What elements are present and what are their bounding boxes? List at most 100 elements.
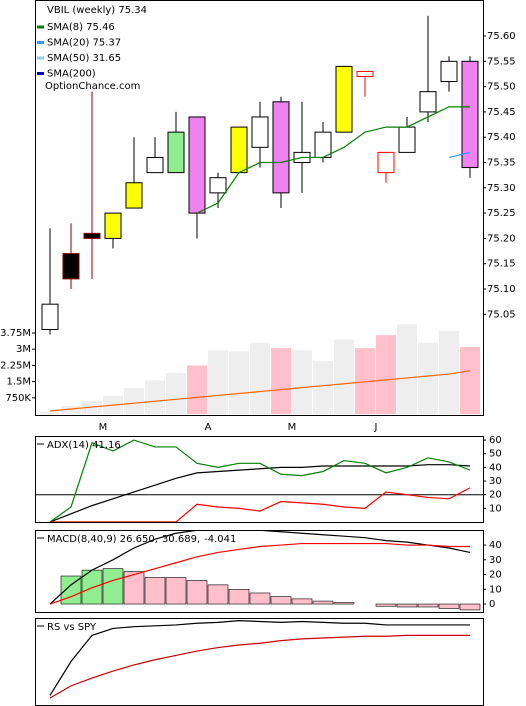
indicator-line <box>49 620 470 696</box>
histogram-bar <box>291 598 313 605</box>
volume-ma-line <box>49 370 471 412</box>
histogram-bar <box>396 603 418 608</box>
volume-bar <box>418 342 438 414</box>
price-frame <box>35 0 484 416</box>
candle-body <box>419 91 437 113</box>
watermark: OptionChance.com <box>45 81 140 92</box>
histogram-bar <box>459 603 481 611</box>
indicator-line <box>49 464 471 522</box>
legend-label: 30.689, <box>162 534 200 545</box>
candle-body <box>335 65 353 133</box>
candle-body <box>272 101 290 194</box>
histogram-bar <box>249 592 271 605</box>
y-tick-label: 40 <box>489 462 502 473</box>
y-tick-label: 75.10 <box>487 284 516 295</box>
histogram-bar <box>60 575 82 605</box>
y-tick-label: 75.40 <box>487 132 516 143</box>
candle-body <box>377 151 395 174</box>
y-tick-label: 75.60 <box>487 31 516 42</box>
volume-bar <box>40 411 60 414</box>
y2-tick-label: 3.75M <box>0 328 31 339</box>
y2-tick-label: 1.5M <box>6 377 31 388</box>
histogram-bar <box>375 603 397 607</box>
candle-body <box>83 232 101 239</box>
volume-bar <box>397 324 417 414</box>
volume-bar <box>292 350 312 414</box>
sma-line <box>448 151 471 159</box>
legend-label: SMA(8) 75.46 <box>47 22 115 33</box>
y-tick-label: 75.25 <box>487 208 516 219</box>
volume-bar <box>166 372 186 414</box>
candle-body <box>167 131 185 174</box>
macd-line <box>49 542 470 605</box>
candle-body <box>62 253 80 280</box>
histogram-bar <box>312 600 334 605</box>
legend-label: -4.041 <box>204 534 236 545</box>
candle-body <box>461 60 479 169</box>
y-tick-label: 20 <box>489 490 502 501</box>
legend-label: SMA(50) 31.65 <box>47 53 121 64</box>
panel <box>35 439 483 522</box>
y-tick-label: 60 <box>489 435 502 446</box>
legend-label: SMA(20) 75.37 <box>47 38 121 49</box>
y-tick-label: 30 <box>489 476 502 487</box>
adx-frame <box>35 436 484 523</box>
y-tick-label: 75.35 <box>487 158 516 169</box>
y2-tick-label: 750K <box>5 393 31 404</box>
candle-body <box>230 126 248 174</box>
volume-bar <box>271 348 291 414</box>
histogram-bar <box>228 588 250 605</box>
histogram-bar <box>207 584 229 605</box>
panel <box>49 620 470 699</box>
panel <box>49 530 481 611</box>
x-tick-label: M <box>99 422 108 433</box>
indicator-line <box>50 487 471 522</box>
volume-bar <box>208 350 228 414</box>
histogram-bar <box>438 603 460 609</box>
candle-body <box>440 60 458 83</box>
volume-bar <box>187 365 207 414</box>
panel-title: RS vs SPY <box>47 622 97 633</box>
histogram-bar <box>123 571 145 605</box>
x-tick-label: M <box>288 422 297 433</box>
candle-body <box>104 212 122 239</box>
volume-bar <box>145 380 165 414</box>
volume-bar <box>124 388 144 414</box>
histogram-bar <box>102 568 124 605</box>
y-tick-label: 75.20 <box>487 233 516 244</box>
y2-tick-label: 2.25M <box>0 360 31 371</box>
histogram-bar <box>270 596 292 605</box>
volume-bar <box>229 351 249 414</box>
y-tick-label: 75.55 <box>487 56 516 67</box>
histogram-bar <box>165 577 187 605</box>
x-tick-label: J <box>374 422 378 433</box>
y-tick-label: 0 <box>489 599 495 610</box>
volume-bar <box>355 348 375 414</box>
indicator-line <box>49 634 470 699</box>
y-tick-label: 75.15 <box>487 259 516 270</box>
candle-body <box>188 116 206 214</box>
y-tick-label: 10 <box>489 584 502 595</box>
volume-bar <box>376 335 396 414</box>
legend-label: SMA(200) <box>47 69 96 80</box>
y-tick-label: 75.50 <box>487 82 516 93</box>
histogram-bar <box>186 580 208 605</box>
legend-label: MACD(8,40,9) 26.650, <box>47 534 158 545</box>
volume-bar <box>460 347 480 414</box>
candle-body <box>356 70 374 77</box>
candle-body <box>41 303 59 330</box>
macd-line <box>49 530 471 605</box>
y-tick-label: 75.45 <box>487 107 516 118</box>
volume-bar <box>313 361 333 414</box>
volume-bar <box>334 339 354 414</box>
panel-title: ADX(14) 41.16 <box>47 440 121 451</box>
y-tick-label: 20 <box>489 570 502 581</box>
y-tick-label: 30 <box>489 555 502 566</box>
y-tick-label: 75.05 <box>487 309 516 320</box>
histogram-bar <box>144 577 166 605</box>
candle-body <box>398 126 416 153</box>
candle-body <box>251 116 269 148</box>
legend-title: VBIL (weekly) 75.34 <box>47 5 147 16</box>
histogram-bar <box>417 603 439 608</box>
